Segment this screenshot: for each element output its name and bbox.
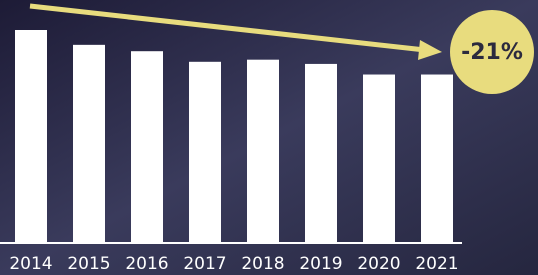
annotation: -21% [461, 40, 523, 65]
x-tick-label: 2021 [415, 254, 458, 274]
x-tick-label: 2019 [299, 254, 342, 274]
bar [189, 62, 221, 242]
bar [247, 60, 279, 242]
bar [73, 45, 105, 242]
x-tick-label: 2014 [9, 254, 52, 274]
bar [15, 30, 47, 242]
bar [305, 64, 337, 242]
chart: -21% 2014 2015 2016 2017 2018 2019 2020 2021 [0, 0, 538, 275]
x-tick-label: 2015 [67, 254, 110, 274]
x-tick-label: 2018 [241, 254, 284, 274]
x-tick-label: 2016 [125, 254, 168, 274]
page: -21% 20142015201620172018201920202021 ((… [0, 0, 538, 275]
bar [421, 75, 453, 242]
bar [363, 75, 395, 242]
x-tick-label: 2020 [357, 254, 400, 274]
x-tick-label: 2017 [183, 254, 226, 274]
bar [131, 51, 163, 242]
